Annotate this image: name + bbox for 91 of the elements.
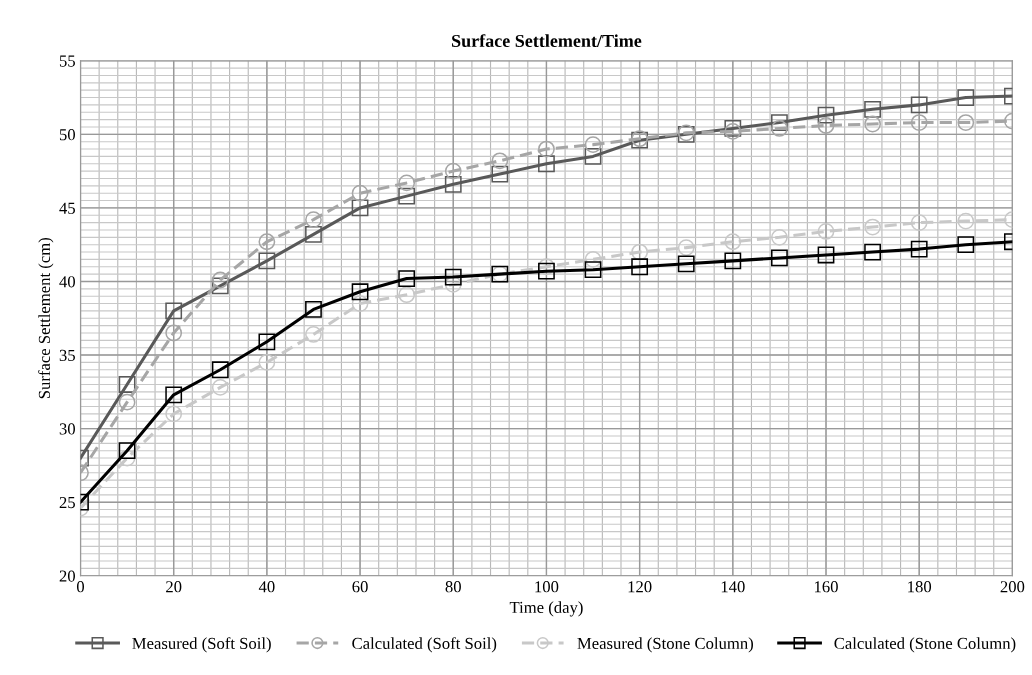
chart-title: Surface Settlement/Time	[452, 34, 642, 48]
point	[584, 250, 602, 268]
point	[444, 162, 462, 180]
point	[118, 376, 136, 393]
point	[258, 333, 276, 351]
x-axis-title: Time (day)	[509, 601, 583, 617]
point	[724, 252, 742, 270]
point	[910, 214, 928, 232]
point	[677, 239, 695, 257]
point	[258, 354, 276, 371]
point	[538, 140, 555, 158]
point	[771, 228, 788, 246]
x-tick-label: 180	[908, 581, 932, 593]
point	[771, 114, 788, 131]
point	[351, 199, 369, 217]
point	[957, 89, 975, 106]
legend-label: Calculated (Soft Soil)	[352, 637, 497, 653]
point	[398, 187, 416, 205]
point	[771, 249, 788, 267]
x-tick-label: 80	[445, 581, 461, 593]
x-tick-label: 120	[628, 581, 652, 593]
point	[817, 223, 835, 240]
point	[864, 100, 882, 118]
point	[165, 324, 183, 342]
x-tick-label: 200	[1000, 581, 1025, 593]
point	[538, 155, 555, 173]
x-tick-label: 60	[352, 581, 368, 593]
x-tick-label: 0	[76, 581, 85, 593]
point	[957, 236, 975, 254]
point	[258, 233, 276, 251]
point	[444, 268, 462, 286]
x-tick-label: 20	[166, 581, 182, 593]
y-tick-label: 55	[59, 55, 75, 67]
point	[165, 386, 183, 404]
point	[211, 277, 229, 295]
point	[351, 283, 369, 301]
point	[305, 301, 322, 318]
x-tick-label: 140	[721, 581, 745, 593]
point	[864, 115, 882, 133]
point	[771, 120, 788, 137]
y-axis-title: Surface Settlement (cm)	[38, 238, 54, 399]
point	[957, 114, 975, 131]
point	[584, 147, 602, 165]
point	[584, 261, 602, 279]
point	[258, 252, 276, 270]
point	[910, 96, 928, 114]
y-tick-label: 30	[59, 423, 75, 435]
point	[118, 393, 136, 411]
x-tick-label: 100	[535, 581, 559, 593]
point	[631, 258, 649, 276]
point	[864, 218, 882, 236]
point	[677, 255, 695, 273]
x-tick-label: 160	[814, 581, 838, 593]
y-tick-label: 45	[59, 202, 75, 214]
y-tick-label: 40	[59, 276, 75, 288]
point	[398, 270, 416, 287]
point	[491, 152, 509, 170]
point	[910, 114, 928, 131]
point	[957, 212, 975, 230]
point	[211, 361, 229, 379]
y-tick-label: 25	[59, 496, 75, 509]
y-tick-label: 20	[59, 570, 75, 582]
point	[398, 286, 416, 304]
point	[538, 262, 555, 280]
point	[724, 233, 742, 251]
point	[118, 449, 136, 467]
point	[211, 271, 229, 289]
point	[491, 165, 509, 183]
point	[118, 442, 136, 460]
y-tick-label: 50	[59, 129, 75, 141]
point	[817, 117, 835, 134]
point	[165, 405, 183, 423]
point	[584, 136, 602, 154]
legend-label: Measured (Stone Column)	[577, 637, 753, 653]
point	[817, 106, 835, 124]
legend-label: Calculated (Stone Column)	[834, 637, 1016, 653]
point	[910, 240, 928, 258]
point	[351, 295, 369, 312]
point	[305, 225, 322, 243]
point	[305, 326, 322, 343]
point	[398, 174, 416, 192]
point	[351, 184, 369, 202]
point	[165, 302, 183, 320]
point	[817, 246, 835, 264]
point	[444, 175, 462, 193]
y-tick-label: 35	[59, 349, 75, 361]
point	[211, 379, 229, 396]
legend-label: Measured (Soft Soil)	[132, 637, 271, 653]
x-tick-label: 40	[258, 581, 275, 593]
point	[305, 211, 322, 229]
point	[864, 243, 882, 261]
